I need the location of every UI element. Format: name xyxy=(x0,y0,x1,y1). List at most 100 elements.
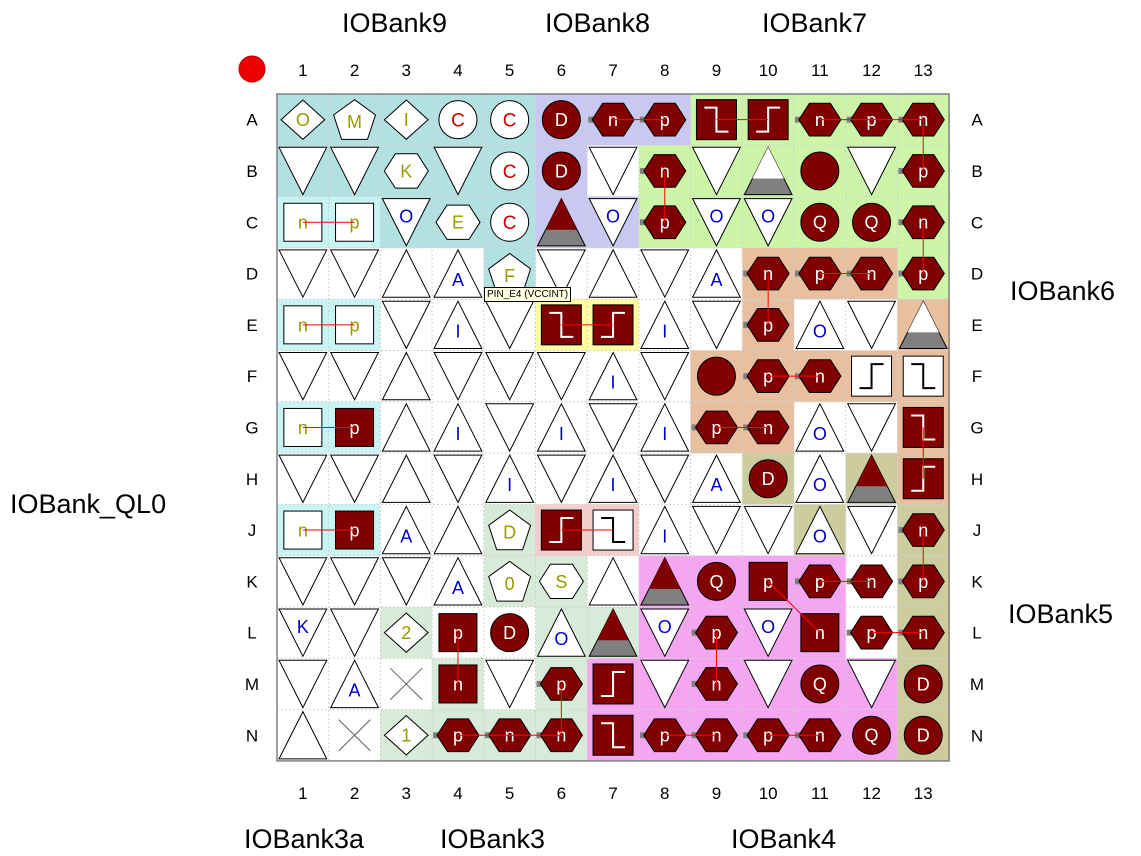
pin-E9[interactable] xyxy=(691,300,742,350)
pin-H9[interactable]: A xyxy=(691,453,742,503)
pin-K3[interactable] xyxy=(381,557,431,607)
pin-H2[interactable] xyxy=(329,454,380,504)
pin-F1[interactable] xyxy=(278,352,328,401)
pin-G7[interactable] xyxy=(588,403,638,453)
pin-E11[interactable]: O xyxy=(795,300,845,349)
pin-B1[interactable] xyxy=(278,146,328,196)
pin-M11[interactable]: Q xyxy=(800,664,840,704)
pin-C5[interactable]: C xyxy=(490,202,530,242)
pin-N2[interactable] xyxy=(338,719,371,752)
pin-E13[interactable] xyxy=(898,300,948,349)
pin-G3[interactable] xyxy=(381,402,431,452)
pin-H11[interactable]: O xyxy=(795,453,845,503)
pin-B6[interactable]: D xyxy=(541,151,581,191)
pin-M12[interactable] xyxy=(846,659,897,709)
pin-A6[interactable]: D xyxy=(541,100,581,140)
pin-B3[interactable]: K xyxy=(383,153,429,189)
pin-H6[interactable] xyxy=(536,454,587,504)
pin-C6[interactable] xyxy=(536,197,587,247)
pin-H1[interactable] xyxy=(278,454,328,504)
pin-J3[interactable]: A xyxy=(381,505,431,555)
pin-F9[interactable] xyxy=(696,356,736,396)
pin-H5[interactable]: I xyxy=(484,453,535,503)
pin-F8[interactable] xyxy=(640,352,690,401)
pin-F12[interactable] xyxy=(851,355,893,397)
pin-M5[interactable] xyxy=(484,659,535,709)
pin-B2[interactable] xyxy=(329,146,380,196)
pin-M10[interactable] xyxy=(743,659,793,709)
pin-N10[interactable]: p xyxy=(743,718,790,753)
pin-B10[interactable] xyxy=(743,146,793,196)
pin-E4[interactable]: I xyxy=(433,300,483,349)
pin-F7[interactable]: I xyxy=(588,351,638,401)
pin-M13[interactable]: D xyxy=(903,664,943,704)
pin-D4[interactable]: A xyxy=(433,248,483,298)
pin-F5[interactable] xyxy=(484,352,535,401)
pin-M7[interactable] xyxy=(592,663,634,705)
pin-D6[interactable] xyxy=(536,249,587,299)
pin-K1[interactable] xyxy=(278,557,328,607)
pin-L10[interactable]: O xyxy=(743,608,793,658)
pin-D2[interactable] xyxy=(329,249,380,299)
pin-F13[interactable] xyxy=(902,355,944,397)
pin-E3[interactable] xyxy=(381,300,431,350)
pin-F2[interactable] xyxy=(329,352,380,401)
pin-G11[interactable]: O xyxy=(795,402,845,452)
pin-C3[interactable]: O xyxy=(381,198,431,248)
pin-F6[interactable] xyxy=(536,352,587,401)
pin-H12[interactable] xyxy=(846,453,897,503)
pin-C10[interactable]: O xyxy=(743,198,793,248)
pin-M2[interactable]: A xyxy=(329,659,380,709)
pin-B4[interactable] xyxy=(433,146,483,196)
pin-L6[interactable]: O xyxy=(536,607,587,657)
pin-J9[interactable] xyxy=(691,505,742,555)
pin-M3[interactable] xyxy=(390,667,423,700)
pin-C7[interactable]: O xyxy=(588,198,638,248)
pin-G5[interactable] xyxy=(484,403,535,453)
pin-N1[interactable] xyxy=(278,710,328,760)
pin-J12[interactable] xyxy=(846,505,897,555)
pin-J11[interactable]: O xyxy=(795,505,845,555)
pin-E5[interactable] xyxy=(484,300,535,350)
pin-D1[interactable] xyxy=(278,249,328,299)
pin-G4[interactable]: I xyxy=(433,402,483,452)
pin-L1[interactable]: K xyxy=(278,608,328,658)
pin-H8[interactable] xyxy=(640,454,690,504)
pin-J10[interactable] xyxy=(743,505,793,555)
pin-A1[interactable]: O xyxy=(280,99,326,140)
pin-K8[interactable] xyxy=(640,556,690,606)
pin-L5[interactable]: D xyxy=(490,613,530,653)
pin-G12[interactable] xyxy=(846,403,897,453)
pin-H3[interactable] xyxy=(381,453,431,503)
pin-H7[interactable]: I xyxy=(588,453,638,503)
pin-C11[interactable]: Q xyxy=(800,202,840,242)
pin-D7[interactable] xyxy=(588,248,638,298)
pin-J8[interactable]: I xyxy=(640,505,690,555)
pin-M8[interactable] xyxy=(640,659,690,709)
pin-C9[interactable]: O xyxy=(691,198,742,248)
pin-K4[interactable]: A xyxy=(433,556,483,606)
pin-A5[interactable]: C xyxy=(490,100,530,140)
pin-N3[interactable]: 1 xyxy=(383,714,429,756)
pin-L7[interactable] xyxy=(588,607,638,657)
pin-J4[interactable] xyxy=(433,505,483,555)
pin-N12[interactable]: Q xyxy=(852,715,892,755)
pin-L3[interactable]: 2 xyxy=(383,612,429,653)
pin-L8[interactable]: O xyxy=(640,608,690,658)
pin-E8[interactable]: I xyxy=(640,300,690,349)
pin-G8[interactable]: I xyxy=(640,402,690,452)
pin-B13[interactable]: p xyxy=(898,154,945,188)
pin-B9[interactable] xyxy=(691,146,742,196)
pin-K7[interactable] xyxy=(588,556,638,606)
pin-F3[interactable] xyxy=(381,351,431,401)
pin-B11[interactable] xyxy=(800,151,840,191)
pin-B5[interactable]: C xyxy=(490,151,530,191)
pin-N13[interactable]: D xyxy=(903,715,943,755)
pin-D8[interactable] xyxy=(640,249,690,299)
pin-H4[interactable] xyxy=(433,454,483,504)
pin-M1[interactable] xyxy=(278,659,328,709)
pin-C4[interactable]: E xyxy=(435,204,481,240)
pin-D9[interactable]: A xyxy=(691,248,742,298)
pin-K6[interactable]: S xyxy=(538,563,584,599)
pin-K2[interactable] xyxy=(329,557,380,607)
